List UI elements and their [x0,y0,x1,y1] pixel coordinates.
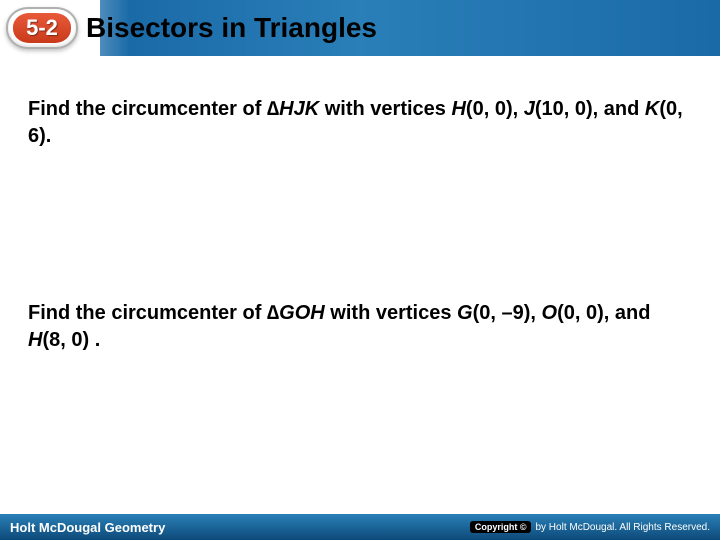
p2-v1-coords: (0, –9) [473,302,531,324]
p2-v3-label: H [28,329,42,351]
section-badge: 5-2 [6,7,78,49]
p2-and: , and [604,302,651,324]
problem-2: Find the circumcenter of ∆GOH with verti… [28,300,692,354]
footer-copyright: Copyright © by Holt McDougal. All Rights… [470,521,710,533]
p1-sep1: , [513,98,524,120]
p2-prefix: Find the circumcenter of ∆ [28,302,279,324]
footer-textbook: Holt McDougal Geometry [10,520,165,535]
p2-triangle: GOH [279,302,325,324]
p2-mid: with vertices [325,302,457,324]
section-number: 5-2 [26,15,58,41]
p1-mid: with vertices [319,98,451,120]
p1-v1-label: H [451,98,465,120]
copyright-text: by Holt McDougal. All Rights Reserved. [535,522,710,533]
section-badge-inner: 5-2 [13,13,71,43]
problem-1: Find the circumcenter of ∆HJK with verti… [28,96,692,150]
p1-prefix: Find the circumcenter of ∆ [28,98,279,120]
p1-triangle: HJK [279,98,319,120]
p1-v3-label: K [645,98,659,120]
p2-v2-coords: (0, 0) [557,302,604,324]
p2-sep1: , [530,302,541,324]
content-area: Find the circumcenter of ∆HJK with verti… [0,56,720,354]
p2-v1-label: G [457,302,473,324]
p1-end: . [46,125,52,147]
header-bar: 5-2 Bisectors in Triangles [0,0,720,56]
p1-v1-coords: (0, 0) [466,98,513,120]
p1-v2-label: J [524,98,535,120]
p2-end: . [89,329,100,351]
footer-bar: Holt McDougal Geometry Copyright © by Ho… [0,514,720,540]
copyright-badge: Copyright © [470,521,532,533]
p2-v2-label: O [542,302,558,324]
p1-and: , and [593,98,645,120]
p1-v2-coords: (10, 0) [535,98,593,120]
page-title: Bisectors in Triangles [86,12,377,44]
p2-v3-coords: (8, 0) [42,329,89,351]
